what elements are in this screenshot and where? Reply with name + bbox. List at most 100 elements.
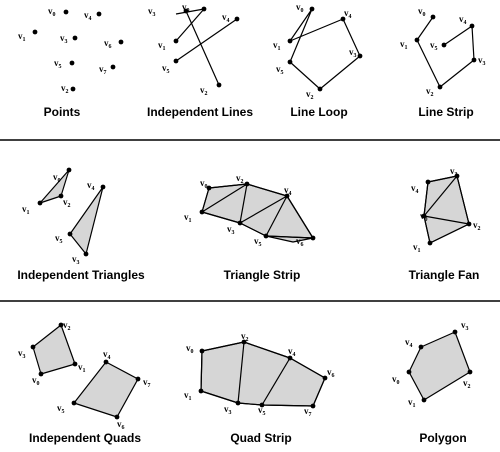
- triangle-v3-v4-v5: [69, 186, 104, 255]
- title-triangle-fan: Triangle Fan: [409, 268, 480, 282]
- title-independent-triangles: Independent Triangles: [17, 268, 145, 282]
- vertex-v6: [118, 39, 124, 45]
- vertex-v4: [469, 23, 475, 29]
- title-polygon: Polygon: [419, 431, 466, 445]
- label-v7: v7: [304, 406, 312, 418]
- label-v4: v4: [87, 180, 95, 192]
- title-independent-quads: Independent Quads: [29, 431, 141, 445]
- panel-points: v1 v0 v4 v3 v6 v5 v7 v2 Points: [18, 6, 124, 119]
- label-v2: v2: [61, 83, 69, 95]
- label-v3: v3: [349, 47, 357, 59]
- label-v3: v3: [461, 320, 469, 332]
- label-v2: v2: [426, 86, 434, 98]
- vertex-v2: [244, 181, 250, 187]
- vertex-v5: [69, 60, 75, 66]
- label-v2: v2: [236, 173, 244, 185]
- label-v5: v5: [57, 403, 65, 415]
- vertex-v3: [452, 329, 458, 335]
- vertex-v3: [471, 57, 477, 63]
- vertex-v5: [263, 233, 269, 239]
- label-v1: v1: [158, 40, 166, 52]
- vertex-v0: [430, 14, 436, 20]
- vertex-v0: [309, 6, 315, 12]
- label-v0: v0: [32, 375, 40, 387]
- quad-strip-bottom-edge: [200, 390, 314, 407]
- label-v1: v1: [408, 397, 416, 409]
- label-v5: v5: [276, 64, 284, 76]
- vertex-v4: [287, 355, 293, 361]
- panel-polygon: v3 v4 v0 v2 v1 Polygon: [392, 320, 473, 445]
- label-v0: v0: [200, 178, 208, 190]
- vertex-v4: [96, 11, 102, 17]
- fan-outline: [423, 175, 470, 244]
- vertex-v1: [199, 209, 205, 215]
- vertex-v1: [427, 240, 433, 246]
- triangle-v0-v1-v2: [39, 169, 70, 204]
- title-line-strip: Line Strip: [418, 105, 473, 119]
- label-v5: v5: [54, 58, 62, 70]
- vertex-v5: [441, 42, 447, 48]
- label-v5: v5: [162, 63, 170, 75]
- label-v5: v5: [254, 236, 262, 248]
- strip-bottom-edge: [201, 211, 314, 239]
- vertex-v4: [340, 16, 346, 22]
- label-v4: v4: [284, 185, 292, 197]
- label-v6: v6: [327, 367, 335, 379]
- vertex-v1: [287, 38, 293, 44]
- label-v2: v2: [63, 197, 71, 209]
- vertex-v7: [110, 64, 116, 70]
- fan-spoke-v3: [423, 215, 470, 225]
- vertex-v7: [310, 403, 316, 409]
- label-v3: v3: [148, 6, 156, 18]
- label-v4: v4: [344, 8, 352, 20]
- label-v6: v6: [104, 38, 112, 50]
- vertex-v0: [421, 213, 427, 219]
- vertex-v4: [425, 179, 431, 185]
- vertex-v4: [103, 359, 109, 365]
- label-v2: v2: [200, 85, 208, 97]
- label-v1: v1: [22, 204, 30, 216]
- vertex-v5: [67, 231, 73, 237]
- panel-triangle-fan: v3 v4 v0 v2 v1 Triangle Fan: [409, 166, 481, 282]
- title-points: Points: [44, 105, 81, 119]
- label-v0: v0: [420, 211, 428, 223]
- fan-spoke-v2: [423, 175, 458, 217]
- vertex-v2: [317, 86, 323, 92]
- label-v0: v0: [48, 6, 56, 18]
- panel-independent-triangles: v0 v4 v2 v1 v5 v3 Independent Triangles: [17, 167, 145, 282]
- vertex-v6: [322, 375, 328, 381]
- vertex-v2: [58, 322, 64, 328]
- label-v4: v4: [411, 183, 419, 195]
- label-v4: v4: [84, 10, 92, 22]
- segment-v0-v1: [175, 8, 205, 42]
- vertex-v7: [135, 376, 141, 382]
- label-v0: v0: [418, 6, 426, 18]
- label-v3: v3: [60, 33, 68, 45]
- title-triangle-strip: Triangle Strip: [224, 268, 301, 282]
- panel-independent-lines: v3 v0 v4 v1 v5 v2 Independent Lines: [147, 2, 253, 119]
- segment-v0-v1-part: [175, 8, 205, 15]
- label-v1: v1: [18, 31, 26, 43]
- vertex-v0: [406, 369, 412, 375]
- vertex-v5: [173, 58, 179, 64]
- vertex-v2: [70, 86, 76, 92]
- label-v2: v2: [306, 89, 314, 101]
- vertex-v5: [259, 402, 265, 408]
- label-v6: v6: [117, 419, 125, 431]
- label-v0: v0: [392, 374, 400, 386]
- quad-strip-fill: [200, 341, 326, 407]
- title-quad-strip: Quad Strip: [230, 431, 291, 445]
- vertex-v2: [437, 84, 443, 90]
- vertex-v2: [241, 339, 247, 345]
- vertex-v1: [173, 38, 179, 44]
- panel-independent-quads: v2 v3 v1 v4 v0 v7 v5 v6 Independent Quad…: [18, 320, 151, 445]
- vertex-v2: [467, 369, 473, 375]
- label-v1: v1: [184, 390, 192, 402]
- vertex-v0: [63, 9, 69, 15]
- quad-strip-edge-v0-v1: [200, 350, 203, 392]
- panel-line-loop: v0 v4 v1 v3 v5 v2 Line Loop: [273, 2, 363, 119]
- label-v2: v2: [463, 378, 471, 390]
- vertex-v2: [216, 82, 222, 88]
- label-v4: v4: [459, 14, 467, 26]
